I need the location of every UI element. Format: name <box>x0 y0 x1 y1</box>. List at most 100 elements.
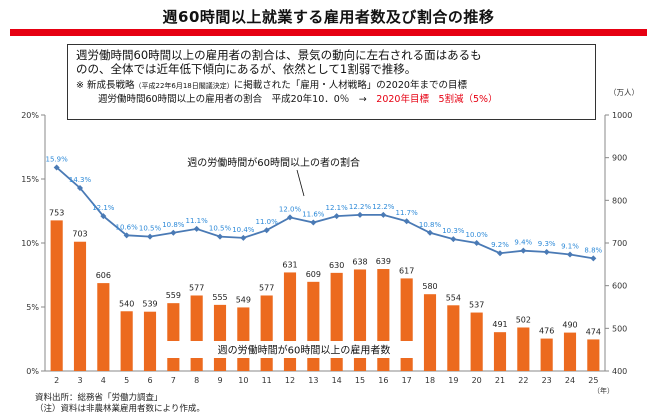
line-label: 12.2% <box>349 203 372 211</box>
bar-label: 476 <box>539 327 554 336</box>
bar-label: 555 <box>212 293 227 302</box>
bar-labels: 753 703 606 540 539 559 577 555 549 577 631 609 630 6… <box>49 208 601 358</box>
line-label: 10.5% <box>209 225 232 233</box>
note-2-target: 2020年目標 5割減（5%） <box>376 94 498 105</box>
line-point <box>217 233 223 240</box>
x-tick-label: 22 <box>518 376 528 385</box>
bar <box>213 304 227 371</box>
line-path <box>56 166 594 260</box>
bar-label: 540 <box>119 299 134 308</box>
right-tick-label: 600 <box>612 282 627 291</box>
line-label: 10.8% <box>162 221 185 229</box>
right-tick-label: 700 <box>612 239 627 248</box>
right-tick-label: 900 <box>612 154 627 163</box>
line-label: 12.0% <box>279 205 302 213</box>
bar-series <box>50 220 600 371</box>
bar <box>423 294 437 371</box>
bar-label: 753 <box>49 208 64 217</box>
line-label: 10.4% <box>232 226 255 234</box>
x-tick-label: 11 <box>262 376 272 385</box>
line-label: 11.0% <box>256 218 279 226</box>
line-label: 10.8% <box>419 221 442 229</box>
x-tick-label: 25 <box>588 376 598 385</box>
bar <box>50 220 63 371</box>
bar-label: 577 <box>259 283 274 292</box>
bar <box>563 332 577 371</box>
x-tick-label: 2 <box>54 376 59 385</box>
bar-label: 577 <box>189 283 204 292</box>
right-axis-unit: （万人） <box>609 88 639 97</box>
note-1-small: （平成22年6月18日閣議決定） <box>134 82 234 90</box>
bar-label: 537 <box>469 301 484 310</box>
line-point <box>473 240 480 246</box>
x-tick-label: 15 <box>355 376 365 385</box>
bar-label: 491 <box>492 320 507 329</box>
line-label: 10.5% <box>139 225 162 233</box>
bar <box>493 332 507 371</box>
line-point <box>123 232 130 239</box>
line-point <box>193 225 200 232</box>
line-label: 11.6% <box>302 211 325 219</box>
left-tick-label: 15% <box>21 175 39 184</box>
right-tick-label: 800 <box>612 196 627 205</box>
bar-label: 617 <box>399 266 414 275</box>
line-label: 9.4% <box>514 239 532 247</box>
bar <box>517 327 530 371</box>
line-point <box>310 219 317 226</box>
x-tick-label: 7 <box>171 376 176 385</box>
x-tick-label: 24 <box>565 376 575 385</box>
bar-label: 539 <box>142 300 157 309</box>
line-point <box>333 213 340 220</box>
bar <box>540 338 553 371</box>
line-series-pointer <box>296 169 305 197</box>
line-point <box>357 211 363 218</box>
line-point <box>590 255 597 262</box>
x-tick-label: 12 <box>285 376 295 385</box>
bar-label: 502 <box>516 315 531 324</box>
bar-label: 606 <box>96 271 111 280</box>
bar-label: 609 <box>306 270 321 279</box>
bar <box>143 311 157 371</box>
line-label: 9.3% <box>538 240 556 248</box>
source-note: 資料出所：総務省「労働力調査」 （注）資料は非農林業雇用者数により作成。 <box>35 393 205 415</box>
line-point <box>263 227 270 234</box>
bar <box>470 312 483 371</box>
line-point <box>100 213 107 220</box>
x-tick-label: 9 <box>217 376 222 385</box>
line-point <box>170 229 177 236</box>
line-series <box>53 164 597 262</box>
x-tick-label: 8 <box>194 376 199 385</box>
bar-series-name: 週の労働時間が60時間以上の雇用者数 <box>218 344 391 357</box>
left-tick-label: 10% <box>21 239 39 248</box>
line-point <box>53 164 60 171</box>
bar-label: 559 <box>166 291 181 300</box>
bar <box>447 305 460 371</box>
source-line-2: （注）資料は非農林業雇用者数により作成。 <box>35 404 205 414</box>
x-tick-label: 19 <box>448 376 458 385</box>
x-tick-label: 4 <box>101 376 106 385</box>
line-label: 11.7% <box>396 209 419 217</box>
summary-line-2: のの、全体では近年低下傾向にあるが、依然として1割弱で推移。 <box>76 62 417 76</box>
bar <box>167 303 180 371</box>
bar-label: 554 <box>446 293 461 302</box>
x-tick-label: 10 <box>238 376 248 385</box>
line-point <box>403 218 410 225</box>
line-label: 10.0% <box>466 231 489 239</box>
summary-box: 週労働時間60時間以上の雇用者の割合は、景気の動向に左右される面はあるも のの、… <box>67 44 596 120</box>
note-2-prefix: 週労働時間60時間以上の雇用者の割合 平成20年10．0％ → <box>98 94 377 105</box>
line-point <box>427 229 433 236</box>
x-tick-label: 14 <box>332 376 342 385</box>
line-label: 12.2% <box>372 203 395 211</box>
x-tick-label: 16 <box>378 376 388 385</box>
bar <box>120 311 133 371</box>
bar <box>190 295 203 371</box>
x-tick-label: 17 <box>402 376 412 385</box>
line-label: 9.1% <box>561 243 579 251</box>
right-tick-label: 1000 <box>612 111 632 120</box>
line-point <box>287 214 293 221</box>
x-tick-label: 6 <box>147 376 152 385</box>
line-point <box>147 233 153 240</box>
left-tick-label: 20% <box>21 111 39 120</box>
x-tick-label: 5 <box>124 376 129 385</box>
